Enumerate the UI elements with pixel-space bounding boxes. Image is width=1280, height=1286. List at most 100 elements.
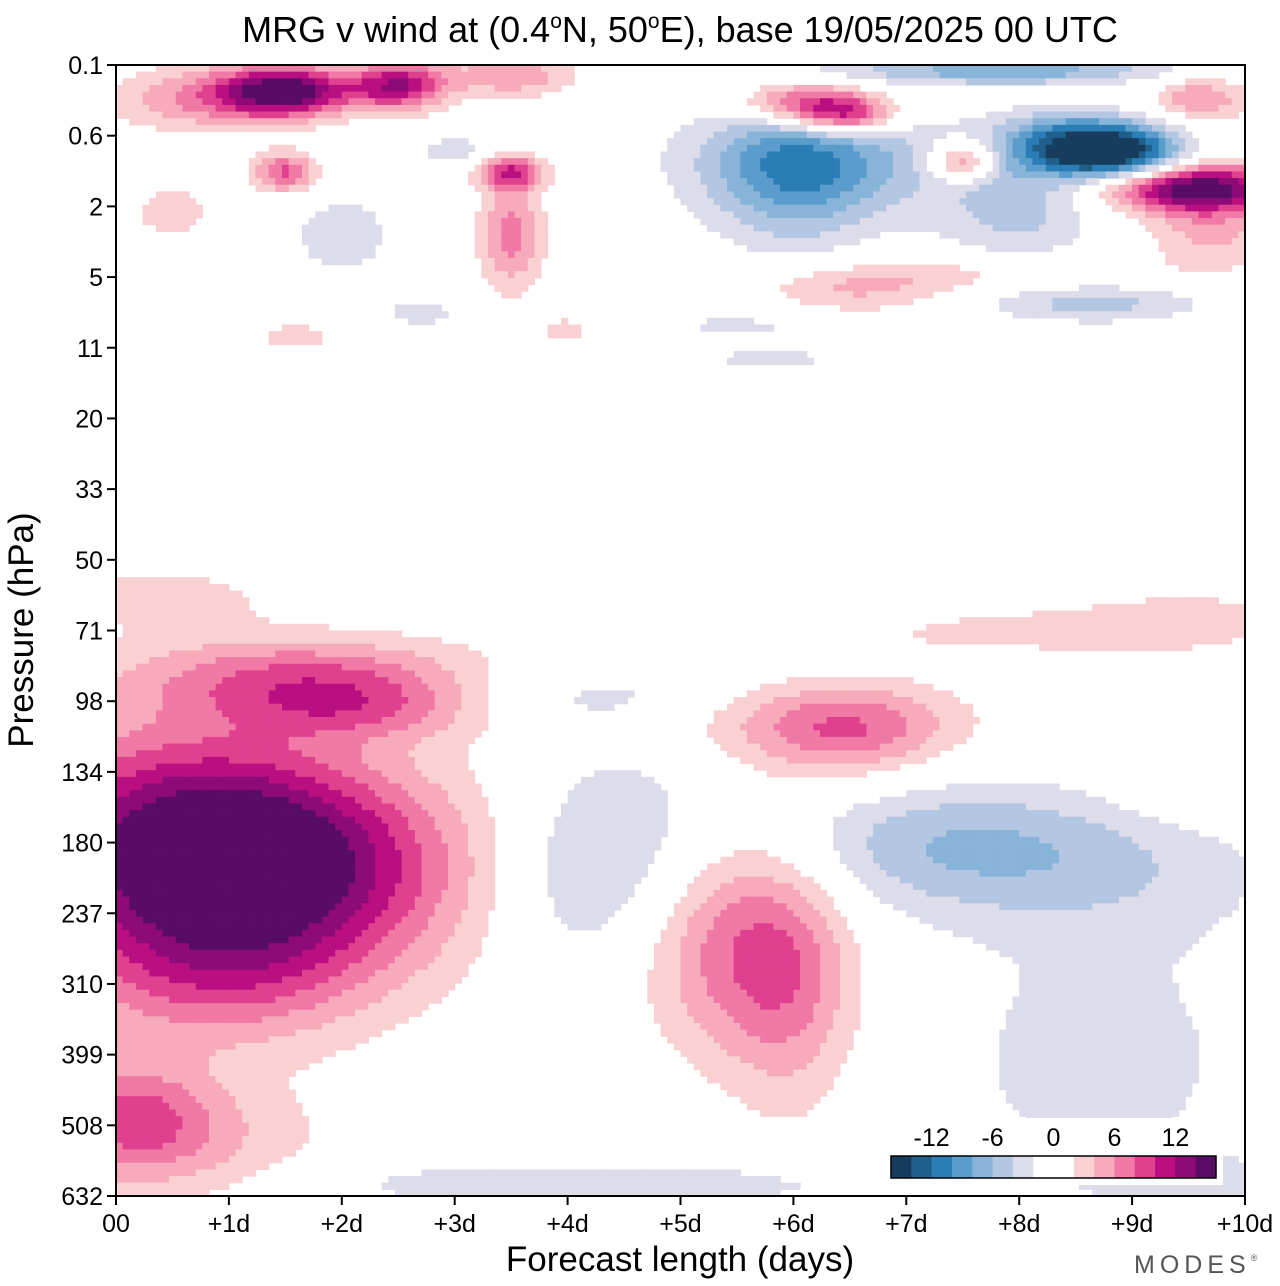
contour-cell [235,643,243,652]
contour-cell [992,191,1000,199]
contour-cell [1138,204,1146,212]
contour-cell [740,710,748,718]
contour-cell [501,277,509,286]
contour-cell [222,663,230,672]
contour-cell [155,104,164,113]
contour-cell [1231,244,1239,252]
contour-cell [1019,630,1027,638]
contour-cell [162,637,170,645]
contour-cell [813,144,821,153]
contour-cell [1238,237,1246,246]
contour-cell [288,643,296,652]
contour-cell [428,317,436,326]
contour-cell [541,237,549,246]
contour-cell [800,111,808,119]
contour-cell [819,171,828,179]
contour-cell [335,716,343,725]
contour-cell [966,271,974,279]
contour-cell [780,164,788,173]
contour-cell [248,736,257,745]
contour-cell [1205,617,1213,625]
contour-cell [859,71,868,79]
contour-cell [527,151,535,159]
contour-cell [361,716,369,725]
contour-cell [1165,643,1173,652]
contour-cell [866,131,874,139]
contour-cell [116,750,124,758]
contour-cell [149,597,157,605]
contour-cell [335,630,343,638]
contour-cell [1185,603,1193,612]
contour-cell [1171,171,1180,179]
contour-cell [295,736,303,745]
contour-cell [155,683,164,691]
contour-cell [175,211,184,219]
contour-cell [1078,104,1087,113]
contour-cell [839,304,848,312]
contour-cell [939,178,947,186]
contour-cell [262,650,270,658]
contour-cell [175,650,184,658]
contour-cell [208,683,217,691]
contour-cell [315,697,323,705]
contour-cell [355,703,363,711]
contour-cell [268,736,276,745]
contour-cell [341,91,350,99]
contour-cell [879,204,887,212]
contour-cell [733,351,741,359]
contour-cell [939,623,947,632]
contour-cell [1012,617,1020,625]
contour-cell [1085,171,1093,179]
contour-cell [248,71,257,79]
contour-cell [1072,637,1080,645]
contour-cell [169,98,177,106]
contour-cell [713,131,721,139]
contour-cell [162,677,170,685]
contour-cell [1132,610,1140,618]
contour-cell [282,710,290,718]
contour-cell [800,690,808,698]
contour-cell [534,257,542,266]
contour-cell [1092,317,1100,326]
contour-cell [753,131,761,139]
contour-cell [242,703,250,711]
contour-cell [328,118,336,126]
contour-cell [926,178,934,186]
contour-cell [893,218,901,226]
contour-cell [388,683,396,691]
contour-cell [434,304,443,312]
contour-cell [1072,71,1080,79]
contour-cell [1231,251,1239,259]
contour-cell [1032,104,1040,113]
contour-cell [773,723,781,731]
contour-cell [1092,111,1100,119]
contour-cell [228,750,237,758]
contour-cell [939,131,947,139]
contour-cell [1171,138,1180,146]
contour-cell [321,650,330,658]
contour-cell [321,703,330,711]
contour-cell [939,191,947,199]
contour-cell [580,690,589,698]
contour-cell [985,124,994,133]
contour-cell [461,743,469,751]
contour-cell [1045,118,1053,126]
contour-cell [381,657,389,665]
contour-cell [899,164,907,173]
contour-cell [846,131,854,139]
contour-cell [746,144,755,153]
contour-cell [208,703,217,711]
contour-cell [680,191,688,199]
contour-cell [255,164,263,173]
contour-cell [826,710,834,718]
contour-cell [282,650,290,658]
contour-cell [879,291,887,299]
contour-cell [501,191,509,199]
contour-cell [321,683,330,691]
contour-cell [494,264,502,272]
contour-cell [1125,311,1133,319]
contour-cell [1231,98,1239,106]
contour-cell [434,104,443,113]
contour-cell [341,630,350,638]
contour-cell [766,237,775,246]
